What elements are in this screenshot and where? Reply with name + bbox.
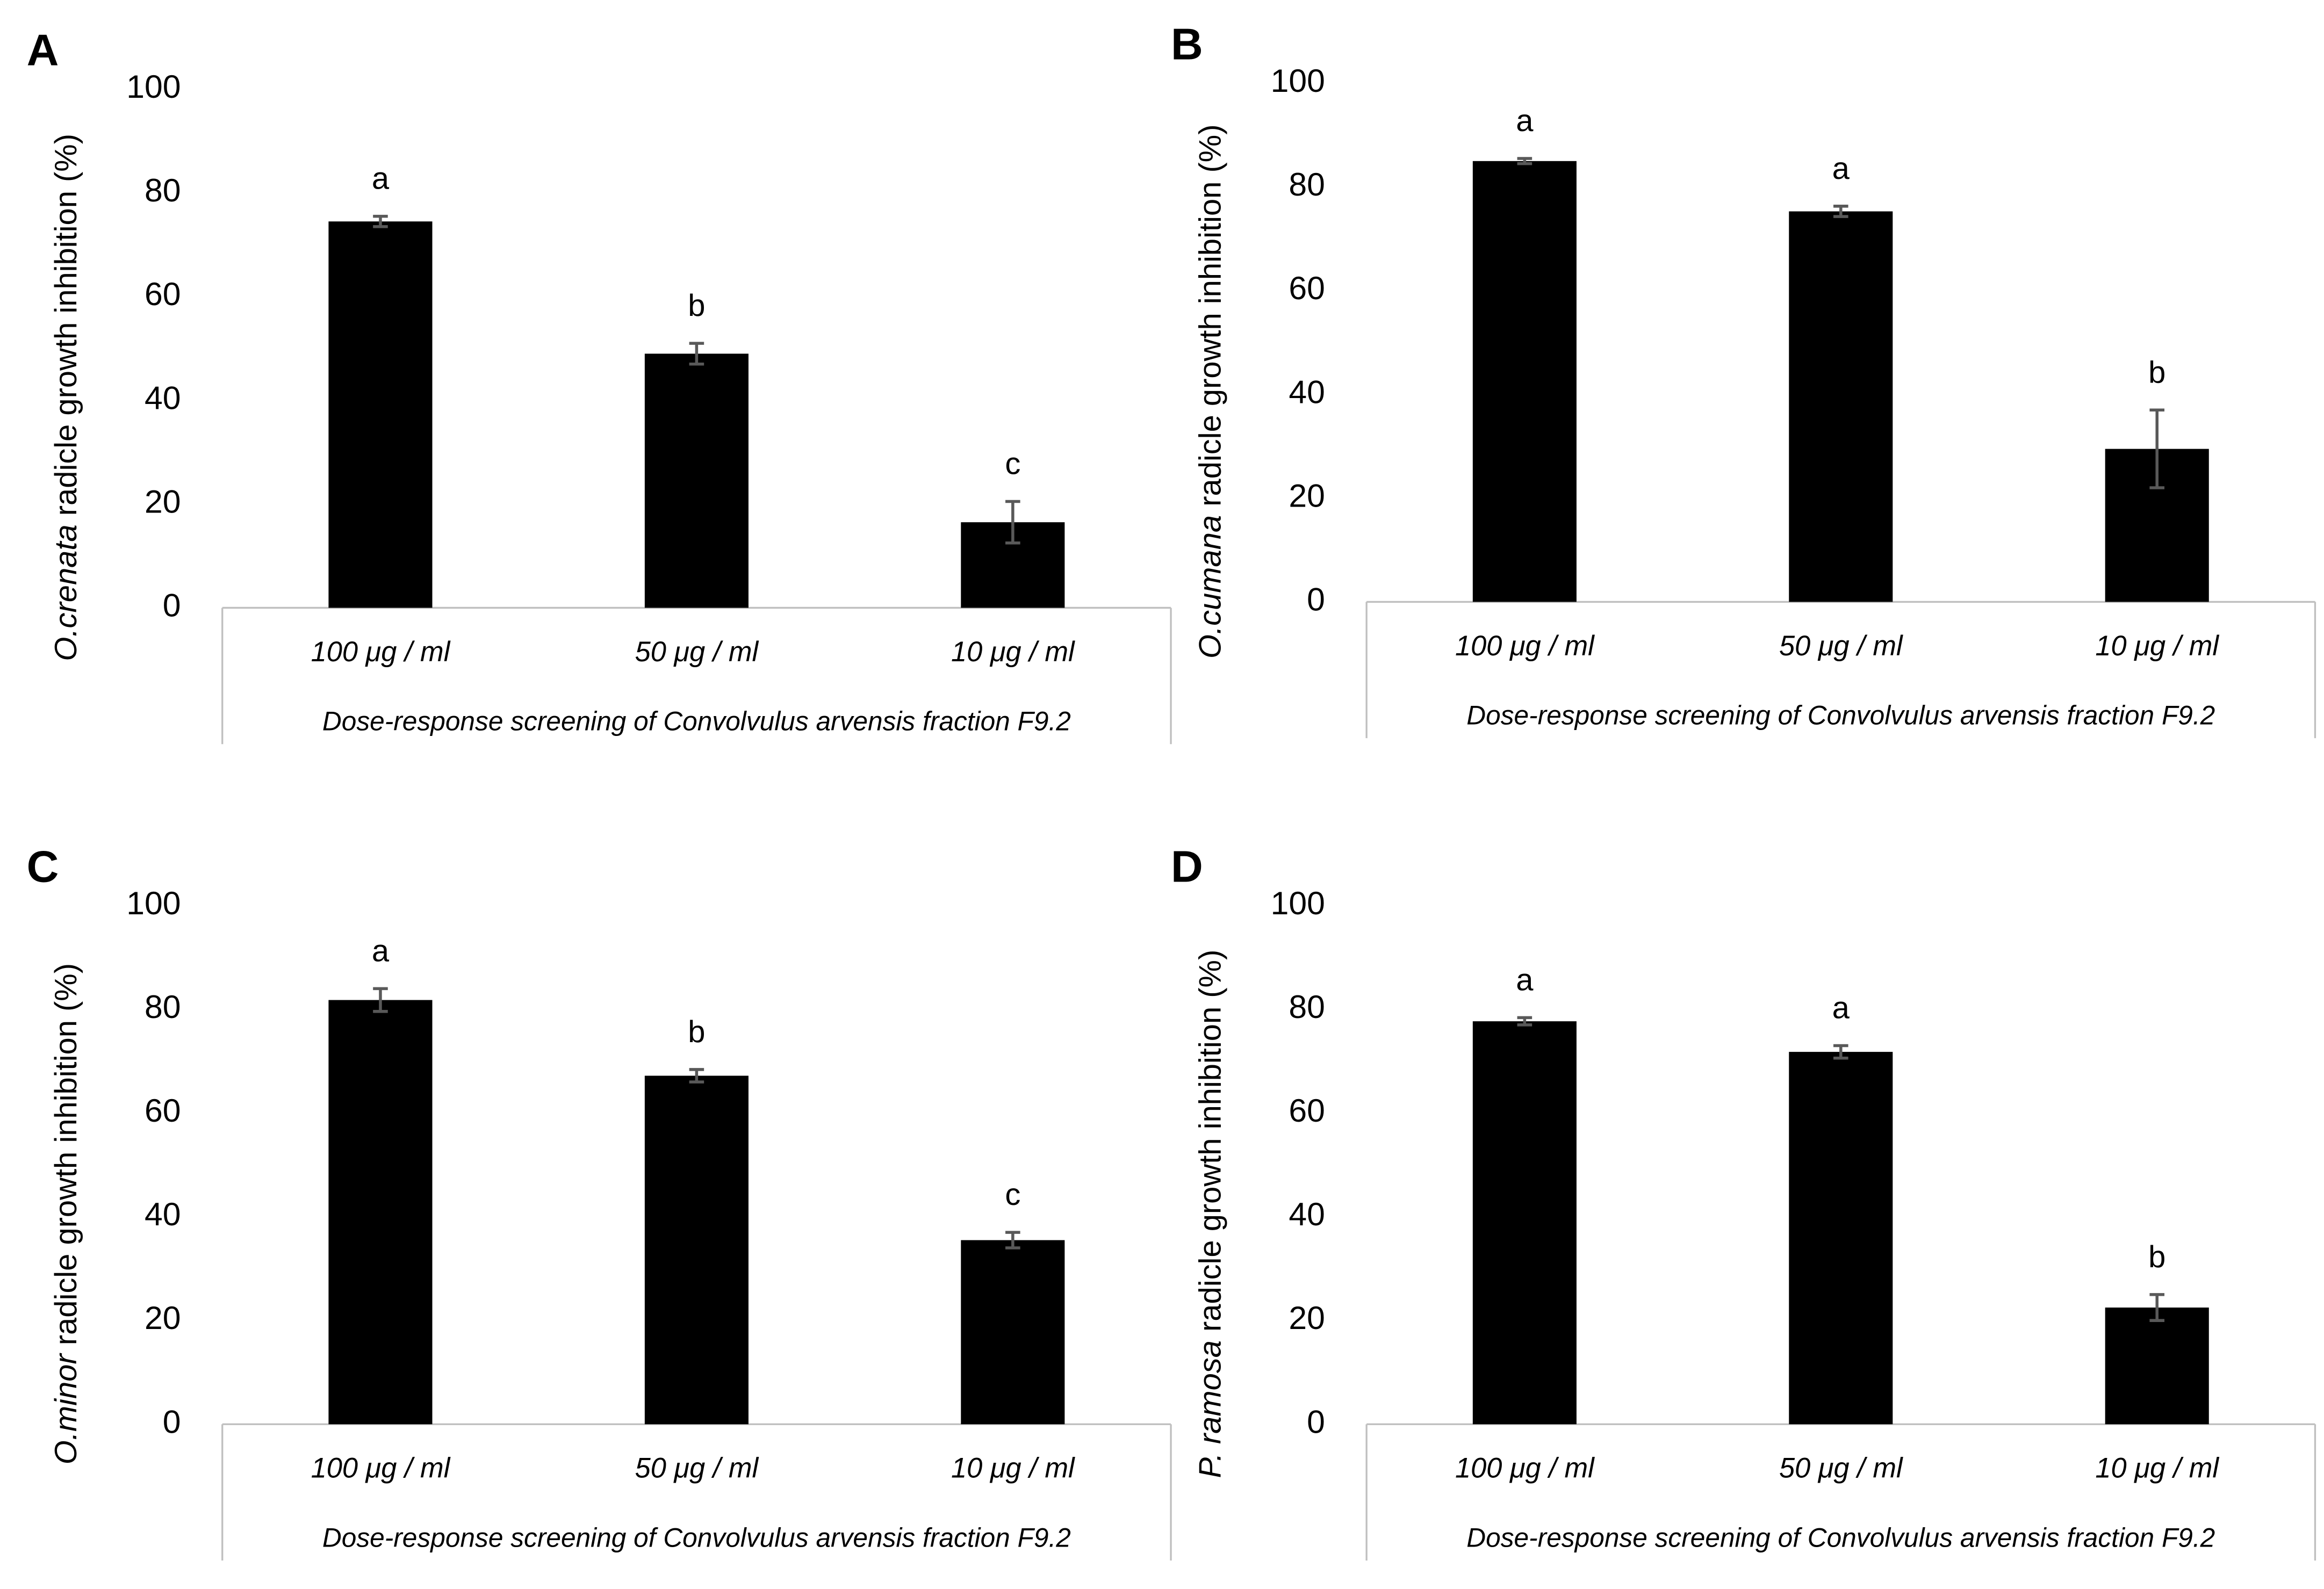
significance-letter: c [1005, 1178, 1020, 1212]
bar [1789, 211, 1893, 602]
error-bar [2149, 1293, 2165, 1322]
x-tick-label: 50 μg / ml [635, 1453, 759, 1484]
panel-label: A [27, 25, 59, 75]
y-axis-label: O.crenata radicle growth inhibition (%) [49, 134, 83, 661]
bar [1472, 161, 1577, 602]
x-tick-label: 10 μg / ml [2095, 631, 2219, 662]
y-axis-label-text: radicle growth inhibition (%) [49, 963, 83, 1354]
y-axis-label-text: radicle growth inhibition (%) [49, 134, 83, 524]
y-tick-label: 100 [1271, 885, 1325, 921]
error-bar [1833, 1044, 1848, 1060]
panel-label: D [1171, 842, 1203, 892]
significance-letter: a [1516, 104, 1534, 138]
y-axis-label-text: radicle growth inhibition (%) [1193, 950, 1228, 1340]
x-axis-label: Dose-response screening of Convolvulus a… [322, 1523, 1071, 1553]
panel: B O.cumana radicle growth inhibition (%) 0… [1171, 19, 2316, 739]
bar [328, 221, 433, 608]
significance-letter: b [2148, 355, 2165, 389]
x-tick-label: 10 μg / ml [951, 637, 1075, 668]
y-axis-label-species: P. ramosa [1193, 1340, 1228, 1478]
x-tick-label: 50 μg / ml [635, 637, 759, 668]
panel-label: C [27, 842, 59, 892]
x-tick-label: 50 μg / ml [1779, 1453, 1903, 1484]
bar [1472, 1021, 1577, 1425]
y-tick-label: 40 [1289, 1196, 1325, 1232]
significance-letter: b [688, 1015, 705, 1049]
x-tick-label: 100 μg / ml [311, 1453, 451, 1484]
x-tick-label: 50 μg / ml [1779, 631, 1903, 662]
error-bar [1833, 205, 1848, 218]
y-tick-label: 80 [145, 172, 181, 208]
y-tick-label: 100 [1271, 62, 1325, 99]
y-tick-label: 60 [1289, 1092, 1325, 1129]
y-tick-label: 80 [1289, 988, 1325, 1025]
significance-letter: a [1832, 991, 1850, 1025]
y-axis-label-species: O.minor [49, 1353, 83, 1465]
bar [1789, 1052, 1893, 1425]
panel: D P. ramosa radicle growth inhibition (%)… [1171, 842, 2316, 1561]
x-axis-label: Dose-response screening of Convolvulus a… [322, 706, 1071, 736]
y-axis-label-species: O.cumana [1193, 515, 1228, 659]
x-tick-label: 100 μg / ml [1455, 1453, 1595, 1484]
y-axis-label: O.cumana radicle growth inhibition (%) [1193, 124, 1228, 659]
bar [644, 353, 749, 608]
significance-letter: a [372, 934, 390, 968]
significance-letter: a [1832, 151, 1850, 186]
significance-letter: a [1516, 963, 1534, 997]
y-tick-label: 100 [126, 885, 181, 921]
bar [961, 1240, 1065, 1425]
significance-letter: b [688, 288, 705, 323]
y-axis-label: P. ramosa radicle growth inhibition (%) [1193, 950, 1228, 1478]
y-tick-label: 100 [126, 68, 181, 105]
x-tick-label: 10 μg / ml [2095, 1453, 2219, 1484]
y-tick-label: 40 [145, 379, 181, 416]
x-tick-label: 100 μg / ml [1455, 631, 1595, 662]
error-bar [1517, 157, 1532, 165]
significance-letter: a [372, 162, 390, 196]
y-tick-label: 20 [1289, 477, 1325, 514]
x-tick-label: 10 μg / ml [951, 1453, 1075, 1484]
y-tick-label: 20 [1289, 1299, 1325, 1336]
y-tick-label: 0 [1307, 1403, 1325, 1440]
error-bar [689, 342, 704, 366]
bar [328, 1000, 433, 1425]
panel: A O.crenata radicle growth inhibition (%)… [27, 25, 1172, 745]
x-axis-label: Dose-response screening of Convolvulus a… [1466, 700, 2215, 731]
y-tick-label: 20 [145, 1299, 181, 1336]
y-axis-label-species: O.crenata [49, 524, 83, 661]
x-tick-label: 100 μg / ml [311, 637, 451, 668]
y-tick-label: 80 [145, 988, 181, 1025]
y-tick-label: 40 [145, 1196, 181, 1232]
panel-label: B [1171, 19, 1203, 69]
error-bar [689, 1068, 704, 1084]
bar [2105, 1308, 2209, 1425]
significance-letter: c [1005, 447, 1020, 481]
x-axis-label: Dose-response screening of Convolvulus a… [1466, 1523, 2215, 1553]
y-tick-label: 0 [1307, 581, 1325, 617]
y-axis-label-text: radicle growth inhibition (%) [1193, 124, 1228, 515]
y-tick-label: 40 [1289, 373, 1325, 410]
error-bar [2149, 408, 2165, 489]
error-bar [373, 214, 388, 228]
y-tick-label: 80 [1289, 166, 1325, 203]
y-tick-label: 60 [145, 1092, 181, 1129]
error-bar [1005, 1231, 1020, 1249]
y-tick-label: 0 [163, 1403, 181, 1440]
y-tick-label: 0 [163, 587, 181, 623]
bar [644, 1075, 749, 1425]
error-bar [1517, 1016, 1532, 1027]
significance-letter: b [2148, 1240, 2165, 1274]
y-tick-label: 20 [145, 483, 181, 519]
y-tick-label: 60 [1289, 270, 1325, 306]
y-axis-label: O.minor radicle growth inhibition (%) [49, 963, 83, 1464]
error-bar [1005, 500, 1020, 545]
error-bar [373, 987, 388, 1013]
y-tick-label: 60 [145, 276, 181, 312]
panel: C O.minor radicle growth inhibition (%) 0 2… [27, 842, 1172, 1561]
